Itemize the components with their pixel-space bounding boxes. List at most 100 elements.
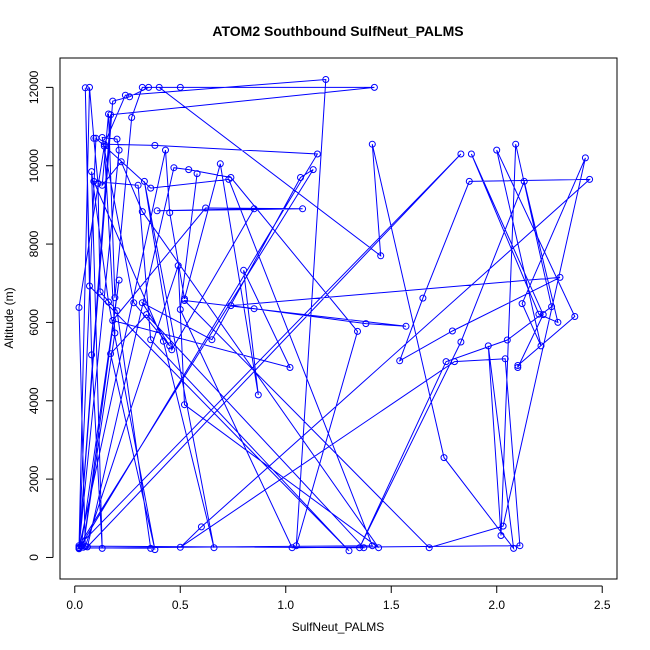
data-point [250, 205, 258, 213]
y-tick-label: 10000 [27, 149, 41, 183]
data-point [147, 336, 155, 344]
y-axis: 0 2000 4000 6000 8000 10000 12000 [27, 70, 54, 561]
data-point [98, 181, 106, 189]
data-point [113, 135, 121, 143]
data-point [216, 160, 224, 168]
data-point [159, 337, 167, 345]
data-point [90, 177, 98, 185]
data-point [370, 83, 378, 91]
data-point [345, 547, 353, 555]
x-tick-label: 0.5 [172, 598, 189, 612]
data-point [155, 83, 163, 91]
data-point [134, 181, 142, 189]
data-point [111, 329, 119, 337]
data-point [448, 327, 456, 335]
data-point [375, 544, 383, 552]
data-point [396, 357, 404, 365]
data-point [138, 83, 146, 91]
data-point [208, 336, 216, 344]
data-point [535, 310, 543, 318]
data-point [362, 320, 370, 328]
data-point [176, 83, 184, 91]
data-point [126, 93, 134, 101]
data-point [586, 175, 594, 183]
data-point [94, 179, 102, 187]
data-point [107, 350, 115, 358]
data-point [130, 299, 138, 307]
data-point [442, 358, 450, 366]
data-point [147, 184, 155, 192]
data-point [440, 454, 448, 462]
data-point [377, 252, 385, 260]
data-point [516, 542, 524, 550]
data-point [402, 322, 410, 330]
data-point [168, 346, 176, 354]
data-point [128, 114, 136, 121]
series-line [78, 78, 591, 552]
data-point [111, 294, 119, 302]
data-point [368, 140, 376, 148]
data-point [88, 351, 96, 359]
data-point [512, 140, 520, 148]
data-point [457, 150, 465, 158]
data-point [250, 305, 258, 313]
data-point [360, 544, 368, 552]
data-point [166, 342, 174, 350]
data-point [176, 306, 184, 313]
data-point [75, 544, 83, 552]
data-point [571, 313, 579, 320]
data-point [109, 317, 117, 324]
data-point [501, 355, 509, 363]
x-tick-label: 1.5 [383, 598, 400, 612]
data-point [322, 76, 330, 83]
data-point [193, 170, 201, 178]
x-axis: 0.0 0.5 1.0 1.5 2.0 2.5 [66, 585, 611, 612]
data-point [451, 358, 458, 366]
chart-title: ATOM2 Southbound SulfNeut_PALMS [212, 23, 463, 39]
data-point [117, 158, 125, 166]
data-point [227, 302, 235, 310]
data-point [225, 175, 233, 183]
data-point [197, 523, 205, 531]
data-point [518, 300, 526, 308]
data-point [143, 311, 150, 319]
data-point [510, 544, 518, 552]
y-tick-label: 2000 [27, 465, 41, 492]
data-point [81, 543, 89, 550]
data-point [170, 164, 178, 172]
data-point [292, 542, 300, 550]
x-tick-label: 0.0 [66, 598, 83, 612]
data-point [309, 166, 317, 174]
data-point [153, 207, 161, 215]
data-point [147, 544, 155, 552]
data-point [176, 543, 184, 551]
data-point [554, 318, 562, 326]
data-point [100, 140, 108, 148]
data-point [86, 83, 93, 91]
y-tick-label: 6000 [27, 309, 41, 336]
data-point [151, 546, 159, 554]
data-point [520, 177, 528, 185]
plot-area [59, 57, 618, 580]
y-tick-label: 12000 [27, 70, 41, 104]
data-point [181, 401, 188, 409]
data-point [115, 146, 123, 154]
series-lines [78, 78, 591, 552]
data-point [286, 364, 294, 371]
data-point [514, 364, 522, 371]
data-point [539, 311, 547, 319]
y-axis-label: Altitude (m) [2, 287, 16, 348]
data-point [174, 262, 182, 270]
data-point [162, 146, 169, 154]
data-point [105, 110, 112, 118]
data-point [227, 174, 235, 181]
data-point [90, 134, 98, 142]
data-point [503, 336, 511, 344]
x-tick-label: 2.0 [488, 598, 505, 612]
data-point [514, 362, 522, 369]
data-point [166, 209, 174, 217]
data-point [493, 146, 501, 154]
data-point [92, 134, 100, 142]
